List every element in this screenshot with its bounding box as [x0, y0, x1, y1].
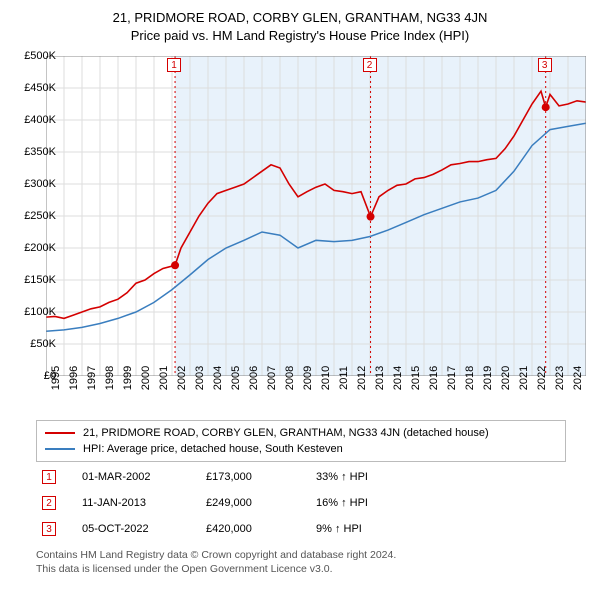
x-tick-label: 2006 [248, 366, 260, 390]
chart-svg [46, 56, 586, 376]
x-tick-label: 2000 [140, 366, 152, 390]
y-tick-label: £100K [24, 306, 56, 318]
y-tick-label: £400K [24, 114, 56, 126]
legend-swatch-hpi [45, 448, 75, 450]
y-tick-label: £150K [24, 274, 56, 286]
sale-marker-num: 3 [46, 524, 52, 535]
sales-table: 1 01-MAR-2002 £173,000 33% ↑ HPI 2 11-JA… [36, 464, 566, 542]
x-tick-label: 1998 [104, 366, 116, 390]
x-tick-label: 2023 [554, 366, 566, 390]
chart-sale-marker-2: 2 [363, 58, 377, 72]
sale-row: 3 05-OCT-2022 £420,000 9% ↑ HPI [36, 516, 566, 542]
sale-marker-2: 2 [42, 496, 56, 510]
x-tick-label: 2020 [500, 366, 512, 390]
x-tick-label: 2002 [176, 366, 188, 390]
x-tick-label: 2022 [536, 366, 548, 390]
y-tick-label: £50K [30, 338, 56, 350]
x-tick-label: 2012 [356, 366, 368, 390]
y-tick-label: £500K [24, 50, 56, 62]
legend: 21, PRIDMORE ROAD, CORBY GLEN, GRANTHAM,… [36, 420, 566, 462]
sale-row: 1 01-MAR-2002 £173,000 33% ↑ HPI [36, 464, 566, 490]
legend-swatch-property [45, 432, 75, 434]
sale-price: £173,000 [206, 471, 316, 483]
legend-row: 21, PRIDMORE ROAD, CORBY GLEN, GRANTHAM,… [45, 425, 557, 441]
chart-area [46, 56, 586, 376]
x-tick-label: 2013 [374, 366, 386, 390]
legend-label-property: 21, PRIDMORE ROAD, CORBY GLEN, GRANTHAM,… [83, 427, 489, 439]
sale-marker-3: 3 [42, 522, 56, 536]
x-tick-label: 2024 [572, 366, 584, 390]
x-tick-label: 1999 [122, 366, 134, 390]
x-tick-label: 2007 [266, 366, 278, 390]
x-tick-label: 2016 [428, 366, 440, 390]
footer-line-2: This data is licensed under the Open Gov… [36, 562, 396, 576]
sale-date: 01-MAR-2002 [56, 471, 206, 483]
sale-row: 2 11-JAN-2013 £249,000 16% ↑ HPI [36, 490, 566, 516]
sale-marker-num: 2 [46, 498, 52, 509]
y-tick-label: £200K [24, 242, 56, 254]
x-tick-label: 2018 [464, 366, 476, 390]
x-tick-label: 2017 [446, 366, 458, 390]
sale-price: £249,000 [206, 497, 316, 509]
titles: 21, PRIDMORE ROAD, CORBY GLEN, GRANTHAM,… [0, 0, 600, 43]
x-tick-label: 2015 [410, 366, 422, 390]
sale-price: £420,000 [206, 523, 316, 535]
x-tick-label: 2011 [338, 366, 350, 390]
legend-row: HPI: Average price, detached house, Sout… [45, 441, 557, 457]
title-main: 21, PRIDMORE ROAD, CORBY GLEN, GRANTHAM,… [0, 10, 600, 25]
y-tick-label: £450K [24, 82, 56, 94]
sale-pct: 9% ↑ HPI [316, 523, 406, 535]
sale-marker-num: 1 [46, 472, 52, 483]
y-tick-label: £300K [24, 178, 56, 190]
x-tick-label: 2014 [392, 366, 404, 390]
x-tick-label: 2010 [320, 366, 332, 390]
sale-pct: 16% ↑ HPI [316, 497, 406, 509]
x-tick-label: 2009 [302, 366, 314, 390]
legend-label-hpi: HPI: Average price, detached house, Sout… [83, 443, 343, 455]
y-tick-label: £250K [24, 210, 56, 222]
x-tick-label: 2005 [230, 366, 242, 390]
x-tick-label: 1997 [86, 366, 98, 390]
sale-pct: 33% ↑ HPI [316, 471, 406, 483]
footer: Contains HM Land Registry data © Crown c… [36, 548, 396, 576]
x-tick-label: 2003 [194, 366, 206, 390]
x-tick-label: 2008 [284, 366, 296, 390]
x-tick-label: 2004 [212, 366, 224, 390]
chart-sale-marker-1: 1 [167, 58, 181, 72]
y-tick-label: £350K [24, 146, 56, 158]
footer-line-1: Contains HM Land Registry data © Crown c… [36, 548, 396, 562]
x-tick-label: 1995 [50, 366, 62, 390]
x-tick-label: 2019 [482, 366, 494, 390]
chart-container: 21, PRIDMORE ROAD, CORBY GLEN, GRANTHAM,… [0, 0, 600, 590]
x-tick-label: 2001 [158, 366, 170, 390]
x-tick-label: 2021 [518, 366, 530, 390]
title-sub: Price paid vs. HM Land Registry's House … [0, 28, 600, 43]
sale-date: 11-JAN-2013 [56, 497, 206, 509]
chart-sale-marker-3: 3 [538, 58, 552, 72]
x-tick-label: 1996 [68, 366, 80, 390]
sale-date: 05-OCT-2022 [56, 523, 206, 535]
sale-marker-1: 1 [42, 470, 56, 484]
